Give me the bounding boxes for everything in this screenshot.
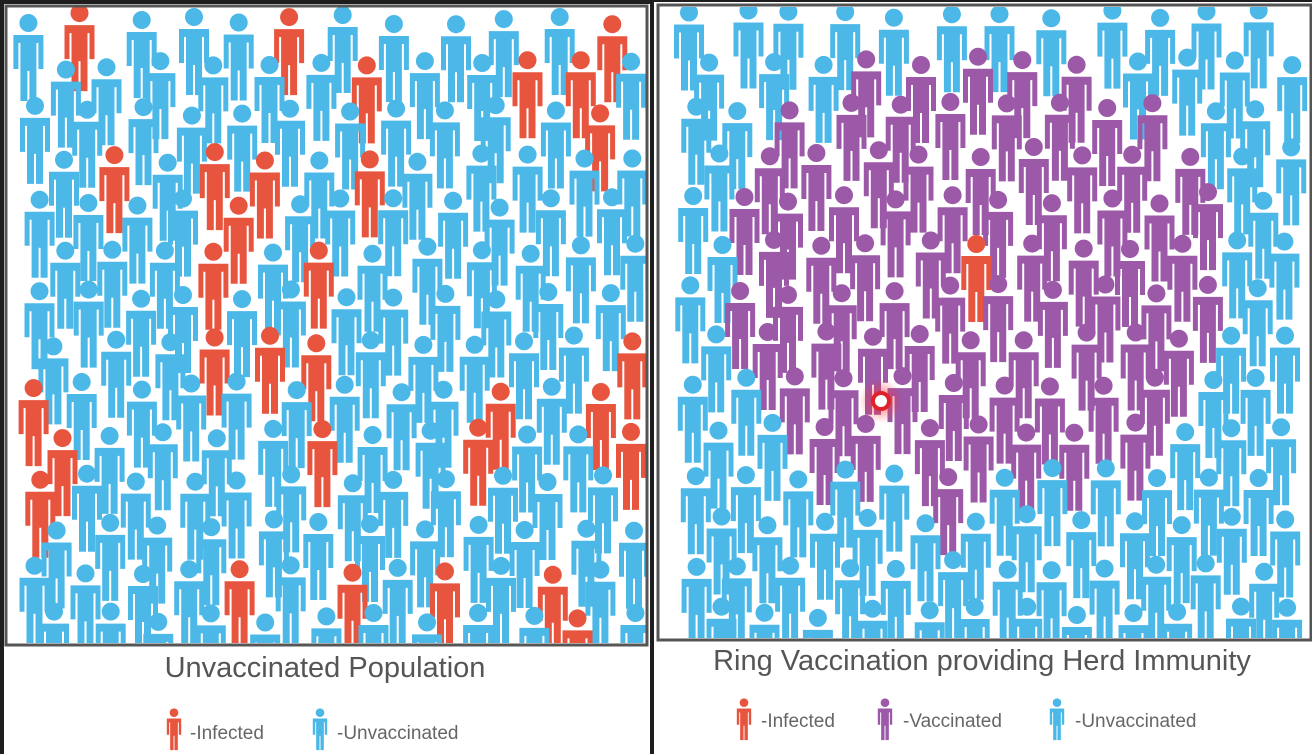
infection-source [871, 391, 891, 411]
legend-label: -Infected [190, 723, 264, 744]
right-title: Ring Vaccination providing Herd Immunity [713, 645, 1251, 677]
left-frame [4, 4, 649, 647]
legend-label: -Unvaccinated [1075, 711, 1196, 732]
left-title: Unvaccinated Population [165, 652, 486, 684]
legend-label: -Infected [761, 711, 835, 732]
right-frame [656, 3, 1312, 642]
legend-label: -Unvaccinated [337, 723, 458, 744]
legend-label: -Vaccinated [903, 711, 1002, 732]
